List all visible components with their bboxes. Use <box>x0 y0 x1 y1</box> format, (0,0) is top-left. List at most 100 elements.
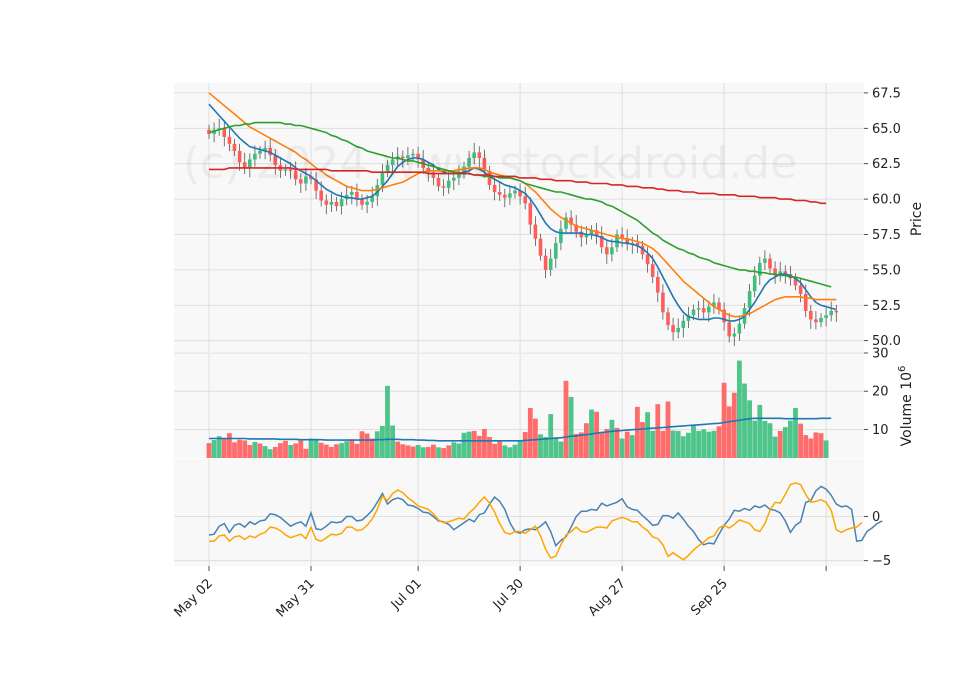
oscillator-panel-background <box>174 459 864 566</box>
moving-average-long-line <box>208 121 832 288</box>
volume-bar-down <box>563 380 569 458</box>
candle-down <box>605 247 609 255</box>
volume-bar-down <box>818 433 824 458</box>
volume-bar-down <box>578 432 584 458</box>
volume-bar-up <box>701 429 707 458</box>
volume-axis-title-text: Volume 10 <box>899 372 915 446</box>
volume-bar-down <box>624 431 630 458</box>
candle-up <box>589 230 594 235</box>
volume-bar-down <box>492 443 497 458</box>
volume-axis-title: Volume 106 <box>897 366 915 447</box>
candle-up <box>350 192 354 195</box>
volume-bar-up <box>696 430 701 458</box>
price-panel-ytick-label: 62.5 <box>872 157 901 172</box>
candle-down <box>324 200 329 205</box>
oscillator-panel-ytick-label: −5 <box>872 554 891 569</box>
candle-up <box>829 310 833 316</box>
x-tick-label: Sep 25 <box>688 576 731 619</box>
volume-bar-up <box>344 441 350 458</box>
volume-bar-down <box>803 435 809 458</box>
oscillator-panel-ytick-label: 0 <box>872 510 880 525</box>
volume-bar-down <box>221 438 227 458</box>
candle-down <box>533 224 538 239</box>
volume-bar-up <box>420 447 426 458</box>
volume-bar-up <box>609 419 615 458</box>
candle-down <box>227 136 232 144</box>
candle-up <box>681 320 686 328</box>
candle-down <box>625 238 629 245</box>
candle-down <box>834 310 839 313</box>
volume-bar-down <box>257 443 263 458</box>
volume-bar-up <box>267 449 273 458</box>
volume-bar-down <box>594 411 599 458</box>
volume-bar-down <box>298 439 304 458</box>
candle-down <box>701 308 706 313</box>
volume-bar-up <box>762 420 768 458</box>
volume-bar-up <box>686 432 691 458</box>
candle-down <box>569 217 573 225</box>
volume-bar-down <box>349 439 355 458</box>
candle-up <box>406 155 410 159</box>
candle-down <box>309 176 313 180</box>
volume-bar-down <box>522 432 528 458</box>
volume-bar-up <box>216 436 222 458</box>
volume-bar-up <box>619 438 625 458</box>
candle-up <box>564 217 568 229</box>
candle-up <box>457 173 461 178</box>
volume-bar-down <box>476 435 482 458</box>
candle-down <box>645 254 650 265</box>
volume-bar-down <box>405 445 411 458</box>
volume-bar-down <box>272 446 278 458</box>
volume-bar-up <box>747 400 752 458</box>
volume-bar-up <box>461 432 467 458</box>
candle-up <box>370 196 374 202</box>
candle-down <box>579 231 584 238</box>
volume-bar-up <box>782 427 788 458</box>
volume-bar-down <box>533 418 538 458</box>
volume-bar-up <box>374 431 380 458</box>
candle-up <box>446 180 451 188</box>
volume-bar-down <box>318 442 324 458</box>
volume-axis-exponent: 6 <box>897 366 908 372</box>
volume-bar-up <box>308 438 314 458</box>
x-tick-label: May 02 <box>172 576 216 620</box>
volume-bar-down <box>471 430 477 458</box>
candle-down <box>809 310 813 320</box>
volume-bar-down <box>410 446 416 458</box>
volume-bar-down <box>359 431 365 458</box>
volume-bar-down <box>808 438 814 458</box>
volume-bar-down <box>614 427 620 458</box>
candle-down <box>661 292 665 313</box>
candle-down <box>523 196 527 204</box>
volume-bar-up <box>558 441 564 458</box>
price-panel-ytick-label: 57.5 <box>872 228 901 243</box>
volume-bar-down <box>482 428 487 458</box>
candle-down <box>319 190 323 201</box>
x-axis: May 02 May 31 Jul 01 Jul 30 Aug 27 Sep 25 <box>172 566 827 620</box>
x-tick-label: Aug 27 <box>586 576 629 619</box>
volume-bar-up <box>415 445 421 458</box>
volume-bar-down <box>369 438 375 458</box>
volume-bar-up <box>436 447 441 458</box>
candle-up <box>263 148 267 151</box>
volume-bar-up <box>211 440 217 458</box>
candle-down <box>299 179 303 184</box>
candle-up <box>712 302 716 307</box>
candle-up <box>329 201 334 205</box>
candle-up <box>513 190 517 194</box>
volume-bar-down <box>635 406 640 458</box>
candle-down <box>232 143 237 151</box>
candle-down <box>803 293 808 311</box>
candle-down <box>477 152 482 159</box>
volume-bar-up <box>339 443 344 458</box>
candle-up <box>676 327 680 333</box>
volume-bar-down <box>655 404 661 458</box>
volume-bar-up <box>538 434 543 458</box>
candle-up <box>452 177 456 181</box>
volume-bar-down <box>334 444 339 458</box>
candle-down <box>671 325 675 333</box>
candle-down <box>727 322 731 337</box>
price-panel-ytick-label: 65.0 <box>872 122 901 137</box>
volume-bar-down <box>354 443 360 458</box>
price-panel-ytick-label: 52.5 <box>872 299 901 314</box>
